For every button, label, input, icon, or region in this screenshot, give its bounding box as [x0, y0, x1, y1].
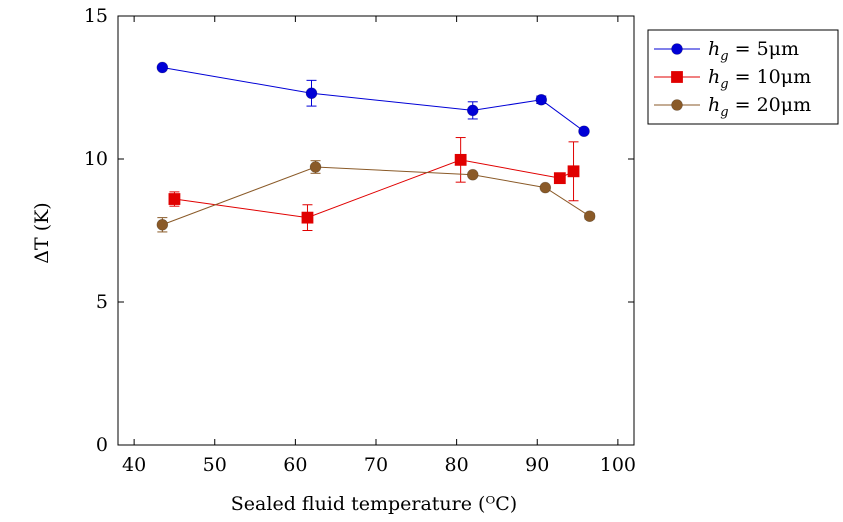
plot-frame [117, 15, 635, 446]
y-tick-label: 5 [96, 291, 108, 313]
y-axis: 0 5 10 15 [84, 5, 634, 456]
y-axis-label: ΔT (K) [31, 202, 53, 263]
legend-marker [671, 99, 683, 111]
legend-label: hg = 5μm [708, 38, 799, 64]
data-point [553, 172, 566, 185]
legend-marker [671, 43, 683, 55]
x-tick-label: 60 [283, 454, 307, 476]
series-line [174, 159, 574, 219]
series-2 [168, 137, 580, 231]
x-axis: 40 50 60 70 80 90 100 [122, 16, 636, 476]
data-point [454, 153, 467, 166]
series-3 [156, 160, 596, 233]
y-tick-label: 0 [96, 434, 108, 456]
data-point [156, 61, 169, 74]
data-point [466, 168, 479, 181]
data-point [309, 161, 322, 173]
data-point [168, 193, 181, 205]
data-point [578, 125, 590, 138]
x-axis-label: Sealed fluid temperature (ᴼC) [231, 493, 517, 515]
y-tick-label: 15 [84, 5, 108, 27]
legend-label: hg = 20μm [708, 94, 811, 120]
x-tick-label: 100 [600, 454, 636, 476]
legend-marker [671, 71, 683, 83]
data-point [466, 104, 479, 117]
data-point [539, 181, 552, 194]
x-tick-label: 80 [445, 454, 469, 476]
x-tick-label: 50 [203, 454, 227, 476]
x-tick-label: 90 [525, 454, 549, 476]
x-tick-label: 70 [364, 454, 388, 476]
data-point [156, 218, 169, 231]
data-point [535, 93, 548, 106]
x-tick-label: 40 [122, 454, 146, 476]
series-line [162, 66, 585, 132]
series-1 [156, 61, 590, 138]
series-layer [156, 61, 596, 233]
y-tick-label: 10 [84, 148, 108, 170]
legend-label: hg = 10μm [708, 66, 811, 92]
plot-area [117, 15, 635, 446]
data-point [583, 210, 596, 222]
data-point [305, 87, 318, 100]
data-point [301, 211, 314, 224]
series-line [162, 166, 590, 226]
data-point [567, 165, 580, 178]
